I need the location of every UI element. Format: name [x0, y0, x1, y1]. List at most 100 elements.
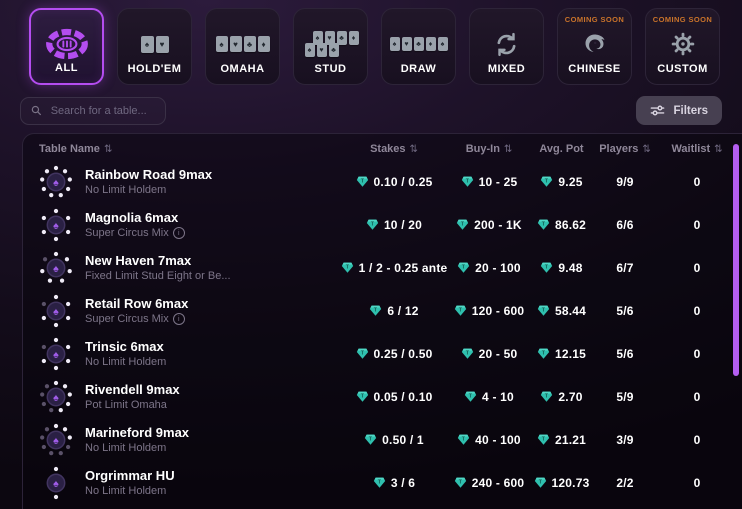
table-seats-icon: ♠	[39, 208, 73, 242]
stakes-cell: T 10 / 20	[339, 218, 449, 232]
svg-text:T: T	[378, 479, 382, 485]
table-row[interactable]: ♠ Marineford 9max No Limit Holdem T 0.50…	[23, 418, 742, 461]
stakes-cell: T 3 / 6	[339, 476, 449, 490]
sort-icon	[410, 144, 418, 155]
tab-label: DRAW	[400, 63, 437, 75]
search-box	[20, 96, 166, 125]
gem-icon: T	[537, 305, 550, 316]
game-type: No Limit Holdem	[85, 356, 167, 369]
column-header-buy-in[interactable]: Buy-In	[449, 143, 529, 155]
tab-label: STUD	[314, 63, 347, 75]
tab-omaha[interactable]: ♠ ♥ ♣ ♦ OMAHA	[205, 8, 280, 85]
tab-chinese[interactable]: COMING SOON CHINESE	[557, 8, 632, 85]
table-name: Retail Row 6max	[85, 295, 189, 311]
svg-text:T: T	[360, 350, 364, 356]
svg-text:T: T	[465, 178, 469, 184]
table-seats-icon: ♠	[39, 294, 73, 328]
column-label: Avg. Pot	[539, 143, 584, 155]
tab-custom[interactable]: COMING SOON CUSTOM	[645, 8, 720, 85]
gem-icon: T	[461, 348, 473, 359]
svg-text:T: T	[542, 307, 546, 313]
gem-icon: T	[537, 219, 550, 230]
info-icon[interactable]	[172, 313, 185, 326]
stakes-cell: T 1 / 2 - 0.25 ante	[339, 261, 449, 275]
gem-icon: T	[457, 262, 470, 273]
info-icon[interactable]	[172, 227, 185, 240]
gem-icon: T	[356, 176, 368, 187]
coming-soon-badge: COMING SOON	[652, 15, 713, 24]
gear-icon	[646, 25, 719, 63]
column-header-waitlist[interactable]: Waitlist	[656, 143, 738, 155]
tab-stud[interactable]: ♠ ♥ ♣ ♦ ♠ ♥ ♣ STUD	[293, 8, 368, 85]
table-row[interactable]: ♠ Trinsic 6max No Limit Holdem T 0.25 / …	[23, 332, 742, 375]
tab-draw[interactable]: ♠ ♥ ♣ ♦ ♠ DRAW	[381, 8, 456, 85]
table-name: Rainbow Road 9max	[85, 166, 213, 182]
svg-text:T: T	[360, 393, 364, 399]
players-cell: 5/9	[616, 389, 634, 404]
gem-icon: T	[370, 305, 382, 316]
players-cell: 2/2	[616, 475, 634, 490]
gem-icon: T	[541, 262, 553, 273]
gem-icon: T	[464, 391, 477, 402]
table-row[interactable]: ♠ Magnolia 6max Super Circus Mix T 10 / …	[23, 203, 742, 246]
avgpot-cell: T 120.73	[529, 476, 594, 490]
buyin-cell: T 200 - 1K	[449, 218, 529, 232]
coming-soon-badge: COMING SOON	[564, 15, 625, 24]
table-name-cell: ♠ Magnolia 6max Super Circus Mix	[39, 208, 339, 242]
table-name-cell: ♠ Trinsic 6max No Limit Holdem	[39, 337, 339, 371]
svg-text:T: T	[371, 221, 375, 227]
sort-icon	[714, 144, 722, 155]
table-row[interactable]: ♠ Retail Row 6max Super Circus Mix T 6 /…	[23, 289, 742, 332]
poker-chip-icon	[31, 26, 102, 62]
table-name: Orgrimmar HU	[85, 467, 175, 483]
game-type: No Limit Holdem	[85, 184, 167, 197]
four-cards-icon: ♠ ♥ ♣ ♦	[206, 25, 279, 63]
filters-button[interactable]: Filters	[636, 96, 722, 125]
column-header-stakes[interactable]: Stakes	[339, 143, 449, 155]
dragon-icon	[558, 25, 631, 63]
avgpot-cell: T 9.25	[529, 175, 594, 189]
waitlist-cell: 0	[693, 475, 701, 490]
sort-icon	[642, 144, 650, 155]
gem-icon: T	[364, 434, 377, 445]
avgpot-cell: T 12.15	[529, 347, 594, 361]
gem-icon: T	[541, 391, 553, 402]
stakes-cell: T 0.05 / 0.10	[339, 390, 449, 404]
gem-icon: T	[461, 176, 473, 187]
gem-icon: T	[541, 176, 553, 187]
tab-all[interactable]: ALL	[29, 8, 104, 85]
gem-icon: T	[341, 262, 353, 273]
search-input[interactable]	[48, 103, 155, 118]
column-header-players[interactable]: Players	[594, 143, 656, 155]
svg-text:♠: ♠	[53, 434, 59, 446]
search-icon	[31, 105, 41, 116]
buyin-cell: T 240 - 600	[449, 476, 529, 490]
svg-text:T: T	[538, 479, 542, 485]
table-name-cell: ♠ Retail Row 6max Super Circus Mix	[39, 294, 339, 328]
table-name-cell: ♠ Rainbow Road 9max No Limit Holdem	[39, 165, 339, 199]
tab-holdem[interactable]: ♠ ♥ HOLD'EM	[117, 8, 192, 85]
svg-text:T: T	[459, 479, 463, 485]
svg-text:T: T	[545, 393, 549, 399]
table-row[interactable]: ♠ Rivendell 9max Pot Limit Omaha T 0.05 …	[23, 375, 742, 418]
table-row[interactable]: ♠ New Haven 7max Fixed Limit Stud Eight …	[23, 246, 742, 289]
table-row[interactable]: ♠ Rainbow Road 9max No Limit Holdem T 0.…	[23, 160, 742, 203]
table-name: Marineford 9max	[85, 424, 190, 440]
tab-mixed[interactable]: MIXED	[469, 8, 544, 85]
column-header-table-name[interactable]: Table Name	[39, 143, 339, 155]
table-name: Trinsic 6max	[85, 338, 164, 354]
column-label: Stakes	[370, 143, 406, 155]
svg-text:T: T	[469, 393, 473, 399]
filters-label: Filters	[673, 104, 708, 117]
tab-label: CHINESE	[568, 63, 621, 75]
game-type: Super Circus Mix	[85, 227, 185, 240]
scrollbar-thumb[interactable]	[733, 144, 739, 376]
svg-text:T: T	[459, 307, 463, 313]
svg-text:T: T	[542, 436, 546, 442]
waitlist-cell: 0	[693, 303, 701, 318]
tab-label: HOLD'EM	[127, 63, 182, 75]
table-seats-icon: ♠	[39, 466, 73, 500]
game-type: No Limit Holdem	[85, 485, 167, 498]
table-row[interactable]: ♠ Orgrimmar HU No Limit Holdem T 3 / 6 T…	[23, 461, 742, 504]
gem-icon: T	[366, 219, 379, 230]
